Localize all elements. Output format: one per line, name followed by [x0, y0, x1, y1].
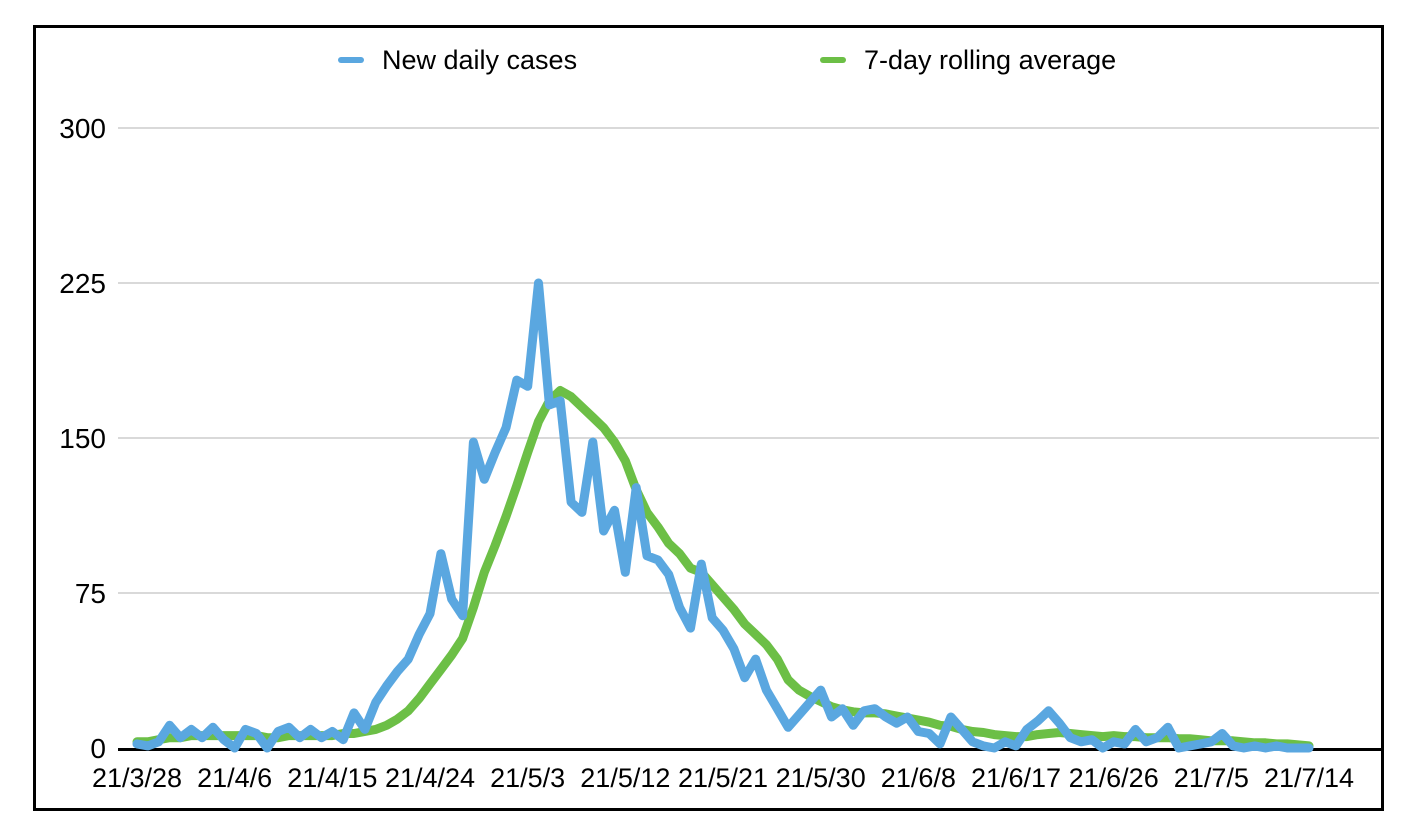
x-tick-label: 21/5/30 [776, 763, 866, 793]
chart-border-frame [33, 25, 1384, 811]
y-tick-label: 300 [59, 113, 106, 144]
x-tick-label: 21/7/14 [1264, 763, 1354, 793]
legend-swatch-7-day-rolling-average-icon [820, 57, 846, 63]
legend-item-7-day-rolling-average: 7-day rolling average [820, 42, 1116, 78]
legend-label-7-day-rolling-average: 7-day rolling average [864, 45, 1117, 75]
x-tick-label: 21/3/28 [92, 763, 182, 793]
x-tick-label: 21/4/24 [385, 763, 475, 793]
series-line-new-daily-cases [132, 278, 1314, 753]
x-tick-label: 21/4/15 [287, 763, 377, 793]
y-tick-label: 0 [90, 733, 106, 764]
x-tick-label: 21/5/3 [490, 763, 565, 793]
x-tick-label: 21/6/8 [881, 763, 956, 793]
legend-item-new-daily-cases: New daily cases [338, 42, 577, 78]
x-tick-label: 21/6/17 [971, 763, 1061, 793]
x-tick-label: 21/5/12 [580, 763, 670, 793]
legend-label-new-daily-cases: New daily cases [382, 45, 578, 75]
x-tick-label: 21/5/21 [678, 763, 768, 793]
x-tick-label: 21/4/6 [197, 763, 272, 793]
x-tick-label: 21/6/26 [1069, 763, 1159, 793]
y-tick-label: 75 [75, 578, 106, 609]
chart-legend: New daily cases 7-day rolling average [0, 42, 1416, 78]
series-line-7-day-rolling-average [132, 386, 1314, 751]
x-tick-label: 21/7/5 [1174, 763, 1249, 793]
legend-swatch-new-daily-cases-icon [338, 57, 364, 63]
y-tick-label: 150 [59, 423, 106, 454]
y-tick-label: 225 [59, 268, 106, 299]
